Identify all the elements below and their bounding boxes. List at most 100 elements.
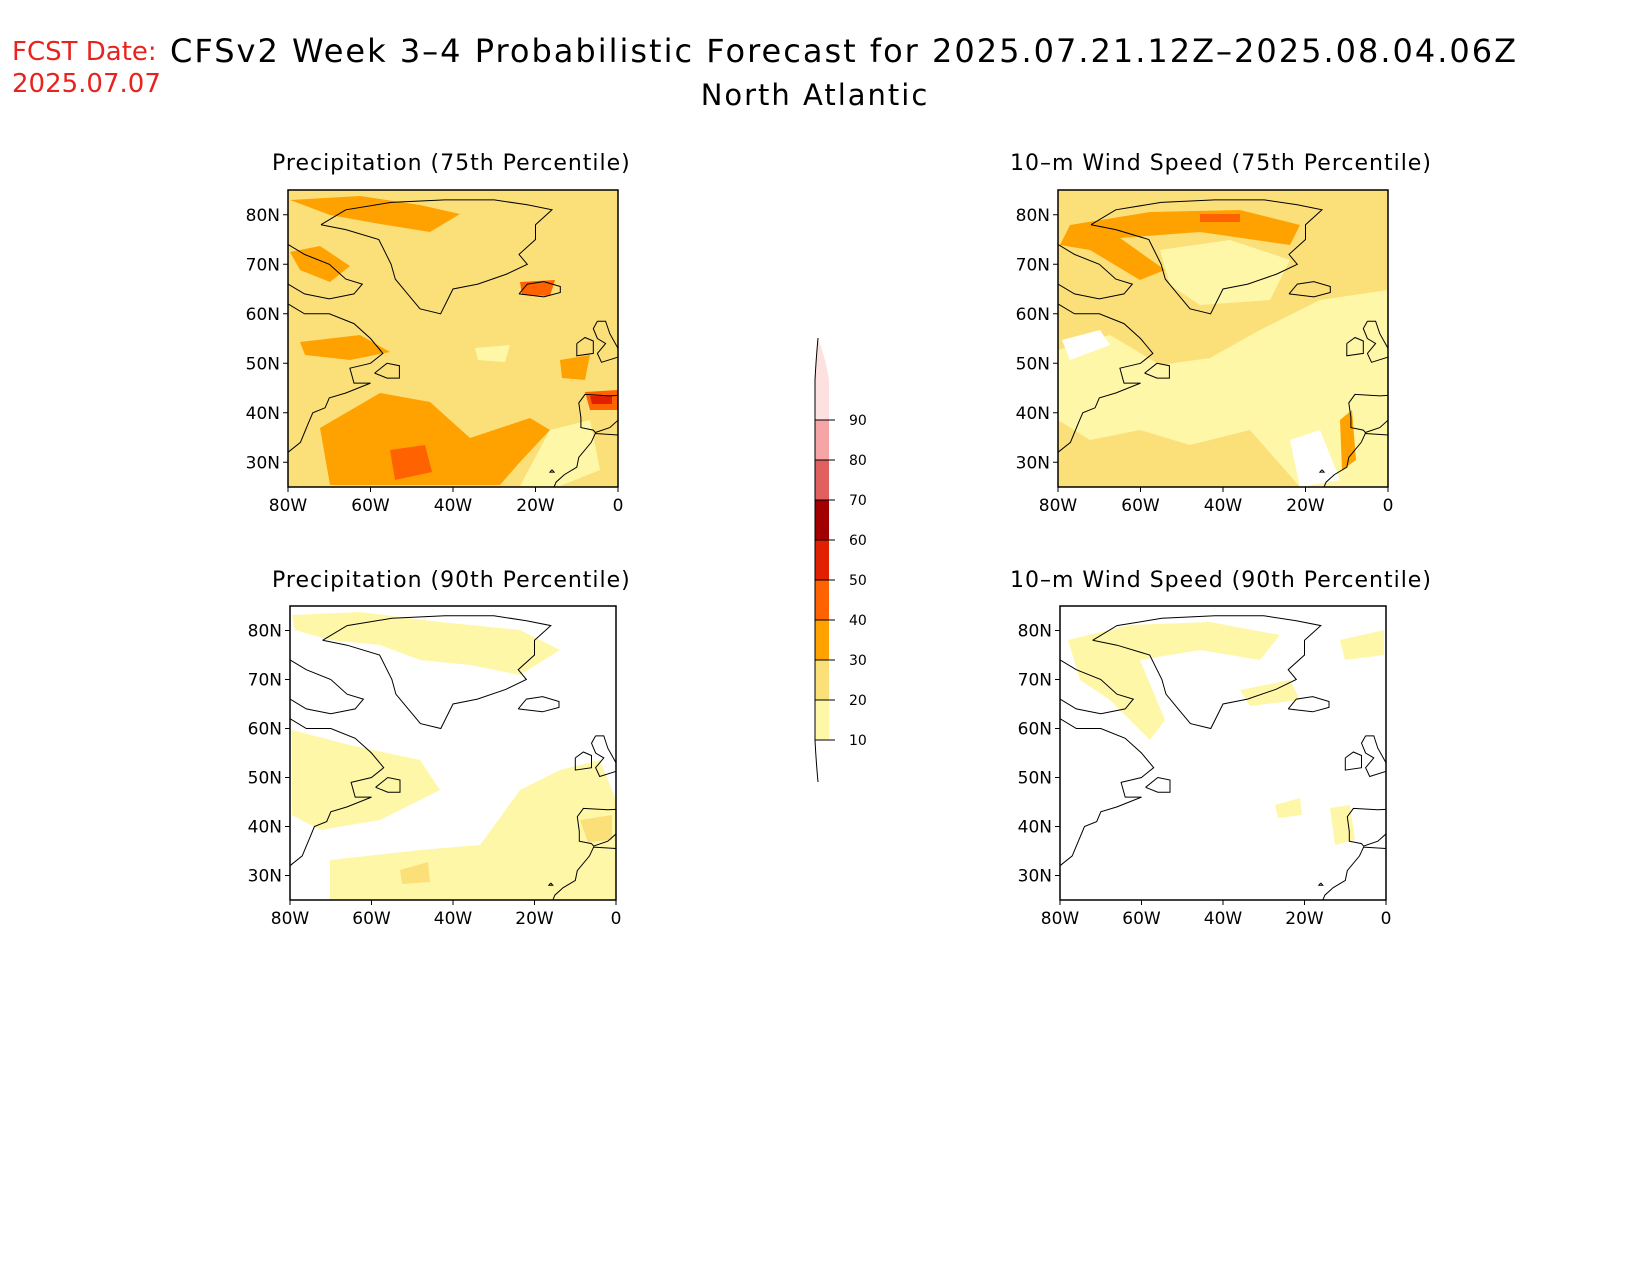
lon-tick-label: 0 (613, 496, 624, 516)
map-precip-75 (288, 190, 618, 487)
colorbar-label: 20 (849, 693, 867, 709)
coastline (375, 776, 401, 793)
lon-tick-label: 20W (1286, 496, 1325, 516)
field-peak-subtropics (390, 445, 432, 480)
coastline (576, 807, 616, 847)
colorbar-top-edge (814, 337, 819, 381)
lat-tick-label: 80N (1016, 206, 1050, 226)
map-precip-90 (290, 606, 616, 900)
coastline (576, 336, 594, 357)
field-high-subtropics (320, 393, 550, 485)
page-title: CFSv2 Week 3–4 Probabilistic Forecast fo… (170, 32, 1519, 70)
coastline (1092, 615, 1322, 730)
field-mod-iberia (580, 815, 612, 842)
colorbar-swatch (815, 700, 829, 740)
coastline (1060, 718, 1155, 891)
field-low-norway (1340, 630, 1384, 660)
lat-tick-label: 80N (1018, 622, 1052, 642)
lat-tick-label: 40N (1018, 818, 1052, 838)
colorbar-label: 10 (849, 733, 867, 749)
coastline (578, 393, 618, 434)
coastline (1322, 846, 1386, 900)
forecast-date-block: FCST Date: 2025.07.07 (12, 36, 161, 100)
field-low-south (330, 760, 616, 900)
coastline (547, 882, 554, 886)
colorbar-top-cap (815, 338, 829, 380)
field-low-iceland (1240, 680, 1300, 706)
coastline (1058, 303, 1154, 478)
lat-tick-label: 60N (1018, 720, 1052, 740)
lon-tick-label: 0 (611, 909, 622, 929)
coastline (553, 432, 618, 487)
coastline (322, 615, 552, 730)
coastline (1318, 469, 1326, 473)
axis-ticks: 80N 70N 60N 50N 40N 30N 80W 60W 40W 20W 0 80N 70N 60N… (246, 206, 1394, 929)
region-title: North Atlantic (700, 78, 930, 112)
field-mod-subtropics (400, 862, 430, 884)
colorbar-swatch (815, 660, 829, 700)
colorbar-label: 80 (849, 453, 867, 469)
lon-tick-label: 0 (1383, 496, 1394, 516)
lat-tick-label: 30N (1018, 867, 1052, 887)
lat-tick-label: 60N (246, 305, 280, 325)
coastline (1144, 362, 1170, 379)
colorbar-label: 40 (849, 613, 867, 629)
lon-tick-label: 20W (1285, 909, 1324, 929)
lat-tick-label: 70N (246, 255, 280, 275)
colorbar-swatch (815, 540, 829, 580)
field-high-biscay (560, 355, 590, 380)
field-low-greenland (1160, 240, 1290, 305)
coastline (1145, 776, 1171, 793)
coastline (1360, 735, 1386, 778)
panel-title-precip-90: Precipitation (90th Percentile) (272, 568, 631, 593)
lat-tick-label: 50N (248, 769, 282, 789)
coastline (1348, 393, 1388, 434)
colorbar: 10 20 30 40 50 60 70 80 90 (814, 337, 867, 783)
forecast-date-value: 2025.07.07 (12, 69, 161, 99)
field-low-canaries (520, 420, 600, 486)
lon-tick-label: 0 (1381, 909, 1392, 929)
field-low-north (292, 612, 560, 675)
colorbar-label: 90 (849, 413, 867, 429)
forecast-date-label: FCST Date: (12, 37, 157, 67)
field-peak-arctic (1200, 214, 1240, 222)
coastline-group (290, 615, 616, 900)
field-high-labrador (300, 335, 390, 360)
colorbar-swatch (815, 380, 829, 420)
coastline (574, 751, 592, 771)
coastline (288, 243, 364, 300)
lat-tick-label: 70N (1016, 255, 1050, 275)
lat-tick-label: 30N (248, 867, 282, 887)
lat-tick-label: 60N (1016, 305, 1050, 325)
coastline (1060, 659, 1135, 715)
field-high-greenland (290, 196, 460, 232)
lat-tick-label: 80N (248, 622, 282, 642)
lat-tick-label: 30N (1016, 453, 1050, 473)
coastline (290, 659, 365, 715)
lon-tick-label: 60W (352, 909, 391, 929)
coastline (548, 469, 556, 473)
lat-tick-label: 70N (1018, 671, 1052, 691)
colorbar-label: 70 (849, 493, 867, 509)
colorbar-bottom-edge (814, 739, 819, 783)
coastline (590, 735, 616, 778)
field-none-labrador (1062, 330, 1110, 360)
coastline-group (1060, 615, 1386, 900)
lon-tick-label: 60W (351, 496, 390, 516)
lon-tick-label: 80W (1041, 909, 1080, 929)
colorbar-label: 50 (849, 573, 867, 589)
lat-tick-label: 50N (246, 354, 280, 374)
field-high-arctic-band (1060, 210, 1300, 280)
lon-tick-label: 80W (1039, 496, 1078, 516)
lon-tick-label: 80W (271, 909, 310, 929)
coastline (290, 718, 385, 891)
lon-tick-label: 60W (1121, 496, 1160, 516)
coastline (518, 281, 561, 298)
colorbar-swatch (815, 420, 829, 460)
coastline-group (288, 199, 618, 487)
field-low-azores (1275, 798, 1302, 818)
coastline (320, 199, 554, 315)
coastline (1090, 199, 1324, 315)
panel-title-wind-90: 10–m Wind Speed (90th Percentile) (1010, 568, 1432, 593)
